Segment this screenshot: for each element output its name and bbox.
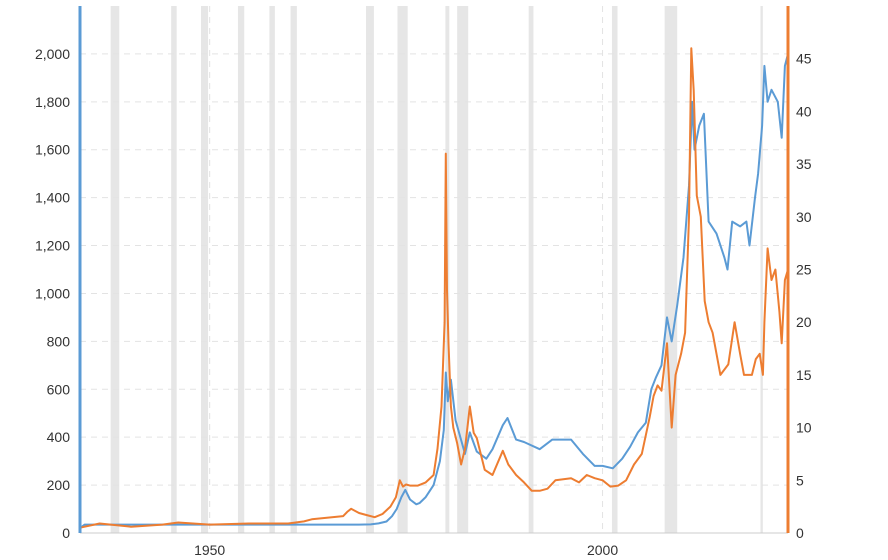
right-tick-label-3: 15 [796, 367, 812, 383]
right-tick-label-9: 45 [796, 51, 812, 67]
recession-band-7 [397, 6, 408, 533]
recession-band-0 [110, 6, 120, 533]
left-tick-label-1: 200 [47, 477, 71, 493]
left-tick-label-2: 400 [47, 429, 71, 445]
left-tick-label-9: 1,800 [35, 94, 70, 110]
recession-band-3 [237, 6, 245, 533]
recession-band-5 [290, 6, 297, 533]
recession-band-6 [366, 6, 374, 533]
left-tick-label-6: 1,200 [35, 238, 70, 254]
right-tick-label-1: 5 [796, 472, 804, 488]
left-tick-label-0: 0 [62, 525, 70, 541]
recession-band-1 [171, 6, 177, 533]
left-tick-label-8: 1,600 [35, 142, 70, 158]
series-line-left [79, 53, 789, 529]
left-tick-label-5: 1,000 [35, 285, 70, 301]
x-tick-label-0: 1950 [194, 542, 225, 558]
right-tick-label-5: 25 [796, 262, 812, 278]
x-axis-ticks: 1950 2000 [194, 542, 618, 558]
series-line-right [79, 47, 789, 529]
left-axis-ticks: 0 200 400 600 800 1,000 1,200 1,400 1,600 1,800 2,… [35, 46, 70, 541]
right-tick-label-4: 20 [796, 314, 812, 330]
left-tick-label-3: 600 [47, 381, 71, 397]
right-tick-label-8: 40 [796, 103, 812, 119]
x-tick-label-1: 2000 [587, 542, 618, 558]
recession-band-11 [611, 6, 618, 533]
recession-band-12 [664, 6, 678, 533]
left-tick-label-4: 800 [47, 333, 71, 349]
recession-band-9 [457, 6, 469, 533]
right-tick-label-2: 10 [796, 420, 812, 436]
recession-band-10 [528, 6, 534, 533]
right-axis-ticks: 0 5 10 15 20 25 30 35 40 45 [796, 51, 812, 541]
left-tick-label-10: 2,000 [35, 46, 70, 62]
left-tick-label-7: 1,400 [35, 190, 70, 206]
recession-band-13 [760, 6, 763, 533]
recession-band-4 [269, 6, 275, 533]
right-tick-label-7: 35 [796, 156, 812, 172]
recession-band-2 [201, 6, 209, 533]
right-tick-label-0: 0 [796, 525, 804, 541]
axes [78, 6, 790, 534]
series-layer [79, 47, 789, 529]
right-tick-label-6: 30 [796, 209, 812, 225]
